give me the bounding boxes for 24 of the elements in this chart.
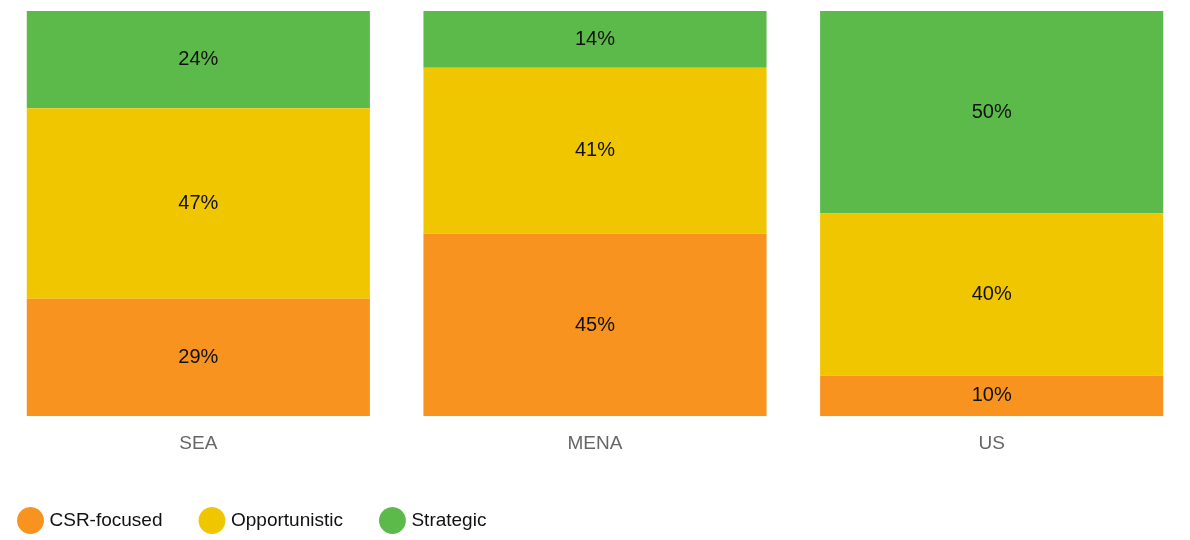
- bar: [820, 11, 1164, 214]
- x-tick-label: MENA: [567, 431, 623, 453]
- x-tick-label: SEA: [179, 431, 218, 453]
- bar: [423, 11, 767, 68]
- bar: [423, 233, 767, 417]
- data-label: 45%: [574, 312, 616, 335]
- data-label: 40%: [971, 282, 1012, 305]
- data-label: 47%: [178, 190, 219, 213]
- legend-label: Strategic: [411, 508, 487, 530]
- data-label: 14%: [574, 26, 616, 49]
- legend-label: CSR-focused: [49, 508, 163, 530]
- data-label: 41%: [574, 138, 616, 161]
- bar: [423, 67, 767, 234]
- data-label: 50%: [971, 99, 1012, 122]
- bar: [26, 108, 370, 299]
- x-tick-label: US: [978, 431, 1005, 453]
- data-label: 24%: [178, 47, 219, 70]
- data-label: 10%: [971, 383, 1012, 406]
- bar: [820, 213, 1164, 376]
- bar: [26, 298, 370, 417]
- data-label: 29%: [178, 344, 219, 367]
- bar: [820, 375, 1164, 417]
- bar: [26, 11, 370, 109]
- legend-label: Opportunistic: [230, 508, 343, 530]
